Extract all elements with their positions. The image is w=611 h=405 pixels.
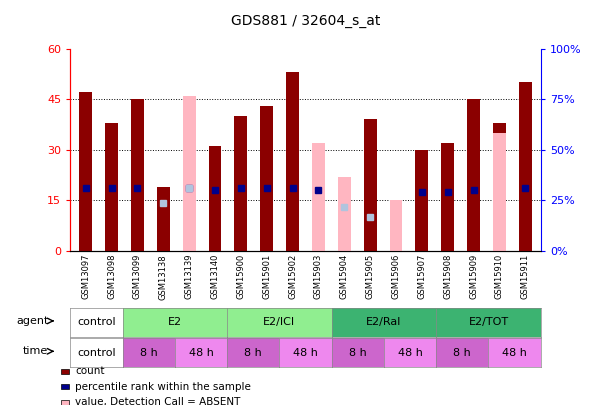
Bar <box>131 99 144 251</box>
Text: E2/TOT: E2/TOT <box>469 318 508 327</box>
Text: E2: E2 <box>168 318 182 327</box>
Text: 48 h: 48 h <box>189 348 213 358</box>
Bar <box>519 82 532 251</box>
Text: value, Detection Call = ABSENT: value, Detection Call = ABSENT <box>75 397 241 405</box>
Bar <box>208 147 222 251</box>
Bar <box>493 133 506 251</box>
Bar <box>157 187 170 251</box>
Text: percentile rank within the sample: percentile rank within the sample <box>75 382 251 392</box>
Text: 8 h: 8 h <box>140 348 158 358</box>
Text: control: control <box>77 348 115 358</box>
Bar <box>493 123 506 251</box>
Text: 8 h: 8 h <box>349 348 367 358</box>
Text: 8 h: 8 h <box>453 348 471 358</box>
Text: 8 h: 8 h <box>244 348 262 358</box>
Text: count: count <box>75 367 104 376</box>
Bar <box>312 143 325 251</box>
Text: 48 h: 48 h <box>502 348 527 358</box>
Bar <box>260 106 273 251</box>
Text: control: control <box>77 318 115 327</box>
Bar <box>441 143 454 251</box>
Bar <box>183 96 196 251</box>
Text: GDS881 / 32604_s_at: GDS881 / 32604_s_at <box>231 14 380 28</box>
Text: agent: agent <box>16 316 48 326</box>
Bar <box>286 72 299 251</box>
Text: E2/Ral: E2/Ral <box>366 318 401 327</box>
Bar <box>467 99 480 251</box>
Text: time: time <box>23 346 48 356</box>
Bar <box>79 92 92 251</box>
Text: 48 h: 48 h <box>293 348 318 358</box>
Bar <box>105 123 118 251</box>
Bar <box>338 177 351 251</box>
Text: E2/ICI: E2/ICI <box>263 318 296 327</box>
Bar <box>364 119 376 251</box>
Bar <box>235 116 247 251</box>
Text: 48 h: 48 h <box>398 348 422 358</box>
Bar <box>390 200 403 251</box>
Bar <box>415 150 428 251</box>
